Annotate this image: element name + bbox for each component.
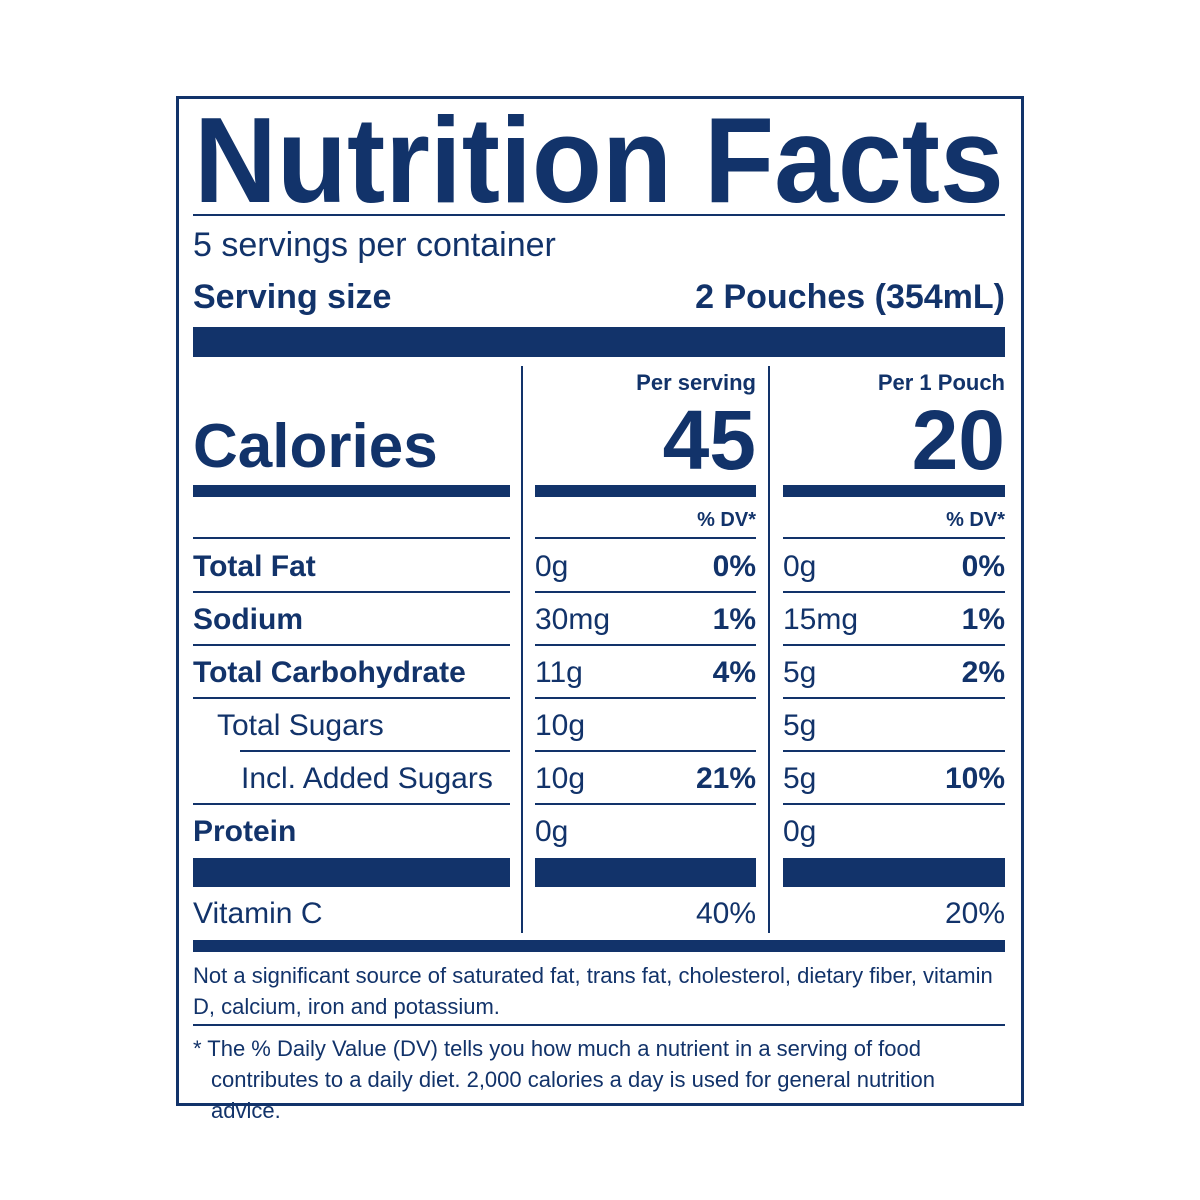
rule xyxy=(193,537,510,539)
daily-value: 10% xyxy=(944,762,1005,795)
nutrient-name: Total Sugars xyxy=(217,709,384,742)
daily-value: 0% xyxy=(712,550,756,583)
vitamin-value: 20% xyxy=(944,897,1005,930)
amount: 10g xyxy=(535,709,586,742)
rule xyxy=(193,697,510,699)
rule xyxy=(535,644,756,646)
column-divider xyxy=(521,366,523,933)
rule xyxy=(783,697,1005,699)
rule xyxy=(535,697,756,699)
thick-rule xyxy=(193,858,510,887)
thick-rule xyxy=(535,858,756,887)
label-border xyxy=(176,96,1024,1106)
dv-header: % DV* xyxy=(697,509,756,531)
rule xyxy=(535,591,756,593)
amount: 0g xyxy=(783,550,817,583)
serving-size-label: Serving size xyxy=(193,278,392,316)
footnote: * The % Daily Value (DV) tells you how m… xyxy=(193,1036,935,1123)
nutrient-name: Protein xyxy=(193,815,297,848)
rule xyxy=(240,750,510,752)
rule xyxy=(193,1024,1005,1026)
calories-value: 20 xyxy=(911,393,1005,487)
amount: 11g xyxy=(535,656,583,689)
thick-rule xyxy=(193,327,1005,357)
amount: 5g xyxy=(783,709,817,742)
daily-value: 1% xyxy=(961,603,1005,636)
rule xyxy=(193,644,510,646)
daily-value: 1% xyxy=(712,603,756,636)
calories-heading: Per 1 Pouch xyxy=(877,370,1005,395)
amount: 10g xyxy=(535,762,586,795)
nutrient-name: Total Fat xyxy=(193,550,316,583)
amount: 30mg xyxy=(535,603,611,636)
rule xyxy=(783,644,1005,646)
rule xyxy=(193,803,510,805)
rule xyxy=(783,591,1005,593)
rule xyxy=(193,591,510,593)
thick-rule xyxy=(193,485,510,497)
daily-value: 0% xyxy=(961,550,1005,583)
rule xyxy=(535,803,756,805)
thick-rule xyxy=(783,485,1005,497)
calories-value: 45 xyxy=(662,393,756,487)
dv-header: % DV* xyxy=(946,509,1005,531)
rule xyxy=(783,803,1005,805)
title: Nutrition Facts xyxy=(194,92,1004,228)
amount: 0g xyxy=(535,550,569,583)
nutrient-name: Incl. Added Sugars xyxy=(241,762,493,795)
vitamin-value: 40% xyxy=(695,897,756,930)
thick-rule xyxy=(193,940,1005,952)
amount: 15mg xyxy=(783,603,859,636)
amount: 5g xyxy=(783,762,817,795)
nutrient-name: Sodium xyxy=(193,603,303,636)
amount: 0g xyxy=(783,815,817,848)
amount: 0g xyxy=(535,815,569,848)
rule xyxy=(783,537,1005,539)
rule xyxy=(535,537,756,539)
rule xyxy=(535,750,756,752)
footnote: Not a significant source of saturated fa… xyxy=(193,963,993,1019)
vitamin-name: Vitamin C xyxy=(193,897,323,930)
serving-size-value: 2 Pouches (354mL) xyxy=(695,278,1005,316)
rule xyxy=(783,750,1005,752)
servings: 5 servings per container xyxy=(193,226,556,264)
calories-heading: Per serving xyxy=(636,370,756,395)
calories-label: Calories xyxy=(193,412,438,481)
rule xyxy=(193,214,1005,216)
column-divider xyxy=(768,366,770,933)
amount: 5g xyxy=(783,656,817,689)
thick-rule xyxy=(783,858,1005,887)
daily-value: 2% xyxy=(961,656,1005,689)
daily-value: 21% xyxy=(695,762,756,795)
thick-rule xyxy=(535,485,756,497)
daily-value: 4% xyxy=(712,656,756,689)
nutrient-name: Total Carbohydrate xyxy=(193,656,466,689)
